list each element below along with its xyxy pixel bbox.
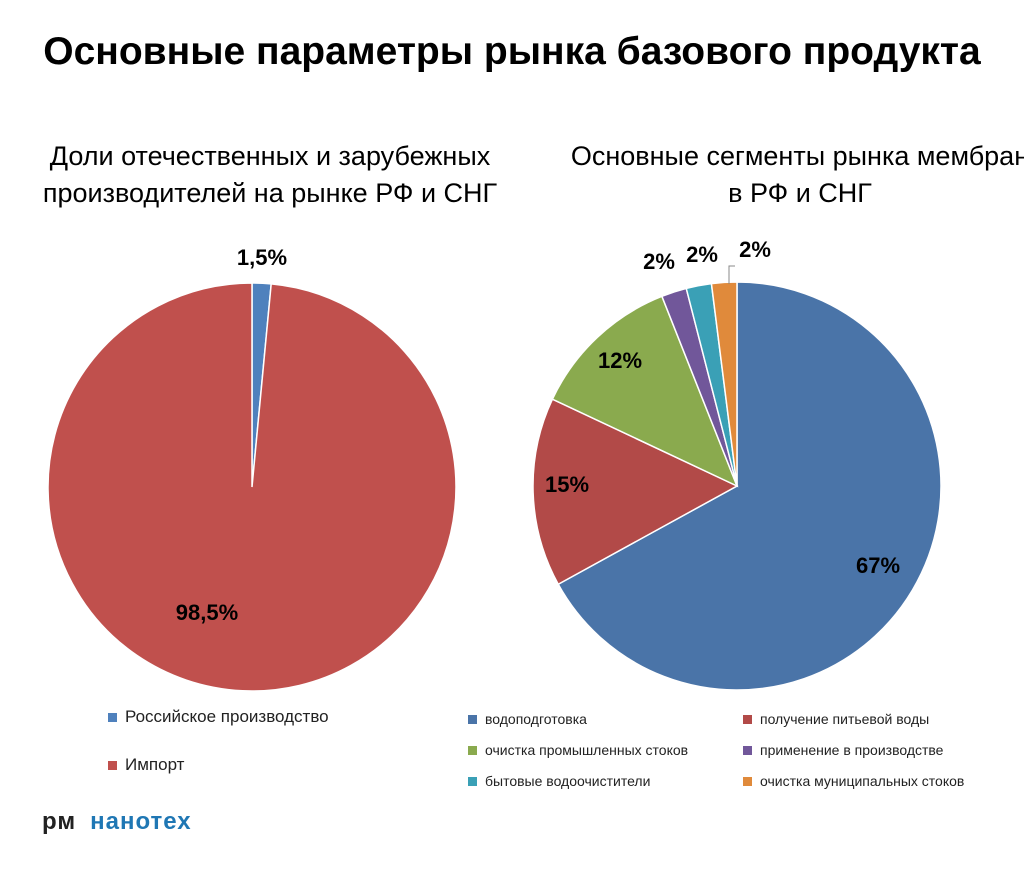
pie-1-slice-2 bbox=[551, 295, 739, 488]
legend-producers-item-0-swatch bbox=[108, 712, 117, 722]
legend-segments-item-0-swatch bbox=[468, 714, 477, 724]
pie-1-data-label-2: 12% bbox=[598, 348, 642, 373]
legend-segments-item-5-swatch bbox=[743, 776, 752, 786]
pie-1-data-label-5: 2% bbox=[739, 237, 771, 262]
page-title: Основные параметры рынка базового продук… bbox=[43, 30, 981, 73]
pie-0-slice-1 bbox=[47, 282, 457, 692]
pie-0: 1,5% 98,5% bbox=[47, 245, 457, 692]
logo-rm: рм bbox=[42, 808, 77, 835]
pie-0-data-label-1: 98,5% bbox=[176, 600, 238, 625]
legend-segments-item-0-label: водоподготовка bbox=[485, 711, 587, 727]
legend-segments-item-2-label: очистка промышленных стоков bbox=[485, 742, 689, 758]
chart-title-segments: Основные сегменты рынка мембран в РФ и С… bbox=[570, 141, 1024, 208]
pie-1-data-label-1: 15% bbox=[545, 472, 589, 497]
pie-0-data-label-0: 1,5% bbox=[237, 245, 287, 270]
legend-segments-item-3: применение в производстве bbox=[743, 742, 943, 758]
pie-1-data-label-3: 2% bbox=[643, 249, 675, 274]
legend-segments-item-4-label: бытовые водоочистители bbox=[485, 773, 651, 789]
legend-segments-item-3-swatch bbox=[743, 745, 752, 755]
pie-1-slice-0 bbox=[557, 281, 942, 691]
legend-segments-item-3-label: применение в производстве bbox=[760, 742, 944, 758]
legend-segments-item-2-swatch bbox=[468, 745, 477, 755]
pie-1-leader-line bbox=[728, 265, 735, 284]
legend-segments-item-2: очистка промышленных стоков bbox=[468, 742, 688, 758]
logo-nanotex: нанотех bbox=[90, 808, 192, 835]
logo: рм нанотех bbox=[42, 808, 192, 836]
legend-segments-item-4: бытовые водоочистители bbox=[468, 773, 650, 789]
legend-producers-item-1-swatch bbox=[108, 760, 117, 770]
legend-producers-item-0-label: Российское производство bbox=[125, 707, 329, 726]
pie-1-data-label-0: 67% bbox=[856, 553, 900, 578]
legend-producers-item-0: Российское производство bbox=[108, 707, 329, 727]
chart-title-producers: Доли отечественных и зарубежных производ… bbox=[42, 141, 498, 208]
pie-1-slice-1 bbox=[532, 398, 739, 586]
legend-segments-item-0: водоподготовка bbox=[468, 711, 587, 727]
pie-1-data-label-4: 2% bbox=[686, 242, 718, 267]
legend-producers-item-1-label: Импорт bbox=[125, 755, 185, 774]
legend-segments-item-5-label: очистка муниципальных стоков bbox=[760, 773, 965, 789]
pie-1-slice-5 bbox=[710, 281, 738, 487]
pie-1: 67% 15% 12% 2% 2% 2% bbox=[532, 237, 942, 691]
legend-producers-item-1: Импорт bbox=[108, 755, 184, 775]
legend-segments-item-4-swatch bbox=[468, 776, 477, 786]
legend-segments-item-1-label: получение питьевой воды bbox=[760, 711, 930, 727]
legend-segments-item-5: очистка муниципальных стоков bbox=[743, 773, 964, 789]
legend-segments-item-1-swatch bbox=[743, 714, 752, 724]
legend-segments-item-1: получение питьевой воды bbox=[743, 711, 929, 727]
